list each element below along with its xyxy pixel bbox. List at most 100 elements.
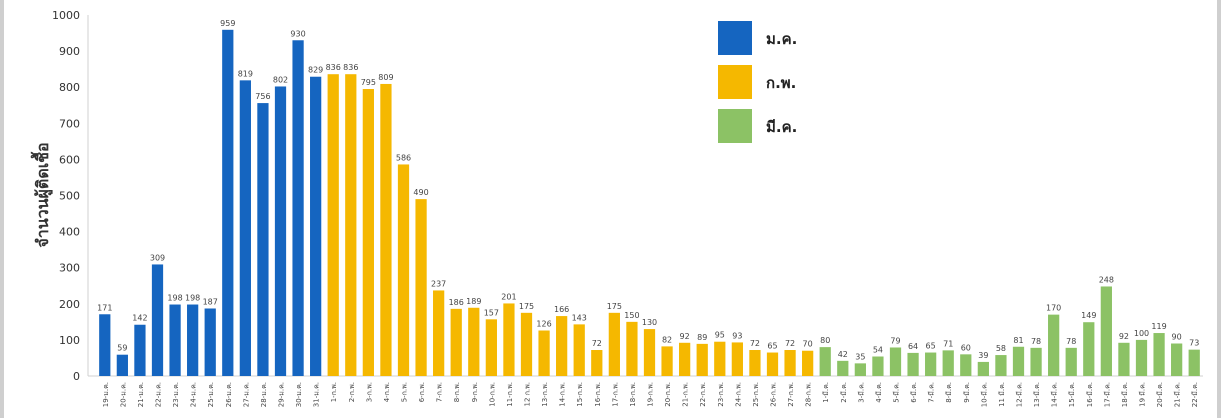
data-label: 119 bbox=[1151, 322, 1166, 331]
x-tick-label: 18-ก.พ. bbox=[629, 382, 637, 407]
bar bbox=[679, 342, 691, 376]
x-tick-label: 19-ก.พ. bbox=[647, 382, 655, 407]
data-label: 189 bbox=[466, 297, 481, 306]
bar bbox=[784, 350, 796, 376]
bar bbox=[995, 355, 1007, 376]
frame-border-right bbox=[1217, 0, 1221, 418]
x-tick-label: 26-ม.ค. bbox=[225, 382, 233, 407]
y-tick-label: 900 bbox=[59, 45, 80, 58]
y-tick-label: 400 bbox=[59, 226, 80, 239]
bar bbox=[415, 199, 427, 376]
bar bbox=[608, 312, 620, 376]
bar bbox=[1048, 314, 1060, 376]
data-label: 170 bbox=[1046, 304, 1061, 313]
bar bbox=[520, 312, 533, 376]
data-label: 78 bbox=[1066, 337, 1076, 346]
bar bbox=[1012, 346, 1025, 376]
data-label: 309 bbox=[150, 253, 165, 262]
bar bbox=[591, 350, 603, 376]
data-label: 142 bbox=[132, 314, 147, 323]
x-tick-label: 6-มี.ค. bbox=[910, 382, 918, 403]
bar bbox=[450, 308, 462, 376]
data-label: 171 bbox=[97, 303, 112, 312]
x-tick-label: 30-ม.ค. bbox=[295, 382, 303, 407]
data-label: 90 bbox=[1172, 333, 1182, 342]
data-label: 150 bbox=[624, 311, 639, 320]
x-tick-label: 28-ก.พ. bbox=[805, 382, 813, 407]
x-tick-label: 6-ก.พ. bbox=[418, 382, 426, 402]
data-label: 95 bbox=[715, 331, 725, 340]
bar bbox=[661, 346, 673, 376]
x-tick-label: 15-มี.ค. bbox=[1068, 382, 1076, 407]
x-tick-label: 16-มี.ค. bbox=[1086, 382, 1094, 407]
data-label: 65 bbox=[926, 342, 936, 351]
data-label: 71 bbox=[943, 339, 953, 348]
data-label: 81 bbox=[1013, 336, 1023, 345]
x-tick-label: 15-ก.พ. bbox=[576, 382, 584, 407]
x-tick-label: 14-ก.พ. bbox=[559, 382, 567, 407]
x-tick-label: 22-มี.ค. bbox=[1191, 382, 1199, 407]
x-tick-label: 25-ก.พ. bbox=[752, 382, 760, 407]
legend-label: ม.ค. bbox=[766, 30, 797, 48]
x-tick-label: 29-ม.ค. bbox=[278, 382, 286, 407]
data-label: 157 bbox=[484, 308, 499, 317]
bar bbox=[696, 343, 708, 376]
bar bbox=[239, 80, 251, 376]
data-label: 490 bbox=[413, 188, 428, 197]
x-tick-label: 27-ม.ค. bbox=[242, 382, 250, 407]
data-label: 72 bbox=[750, 339, 760, 348]
data-label: 149 bbox=[1081, 311, 1096, 320]
x-tick-label: 11 มี.ค. bbox=[998, 382, 1006, 407]
bar bbox=[749, 350, 761, 376]
data-label: 248 bbox=[1099, 275, 1114, 284]
data-label: 829 bbox=[308, 66, 323, 75]
bar bbox=[169, 304, 181, 376]
bar bbox=[222, 29, 234, 377]
x-tick-label: 3-มี.ค. bbox=[857, 382, 865, 403]
data-label: 54 bbox=[873, 346, 883, 355]
data-label: 89 bbox=[697, 333, 707, 342]
x-tick-label: 25-ม.ค. bbox=[207, 382, 215, 407]
bar bbox=[819, 347, 831, 376]
x-tick-label: 23-ก.พ. bbox=[717, 382, 725, 407]
bar bbox=[889, 347, 902, 376]
y-tick-label: 100 bbox=[59, 334, 80, 347]
bar bbox=[1030, 347, 1042, 376]
x-tick-label: 18-มี.ค. bbox=[1121, 382, 1129, 407]
x-tick-label: 13-มี.ค. bbox=[1033, 382, 1041, 407]
x-tick-label: 21-มี.ค. bbox=[1174, 382, 1182, 407]
bar bbox=[380, 83, 392, 377]
data-label: 72 bbox=[592, 339, 602, 348]
bar bbox=[345, 74, 357, 376]
x-tick-label: 26-ก.พ. bbox=[770, 382, 778, 407]
data-label: 198 bbox=[185, 294, 200, 303]
data-label: 237 bbox=[431, 279, 446, 288]
bar bbox=[1171, 343, 1183, 376]
data-label: 92 bbox=[1119, 332, 1129, 341]
bar bbox=[854, 363, 866, 376]
bar bbox=[503, 303, 515, 376]
bar bbox=[837, 360, 849, 376]
x-tick-label: 3-ก.พ. bbox=[365, 382, 373, 402]
x-tick-label: 1-ก.พ. bbox=[330, 382, 338, 402]
data-label: 60 bbox=[961, 343, 971, 352]
bar bbox=[257, 103, 269, 377]
data-label: 42 bbox=[838, 350, 848, 359]
bar bbox=[310, 76, 322, 376]
bar bbox=[960, 354, 972, 376]
x-tick-label: 21-ก.พ. bbox=[682, 382, 690, 407]
data-label: 100 bbox=[1134, 329, 1149, 338]
x-tick-label: 14-มี.ค. bbox=[1051, 382, 1059, 407]
data-label: 78 bbox=[1031, 337, 1041, 346]
y-tick-label: 800 bbox=[59, 81, 80, 94]
x-tick-label: 24-ม.ค. bbox=[190, 382, 198, 407]
legend-label: มี.ค. bbox=[766, 118, 797, 136]
data-label: 79 bbox=[890, 336, 900, 345]
bar bbox=[872, 356, 884, 376]
bar bbox=[1065, 347, 1077, 376]
data-label: 930 bbox=[290, 29, 305, 38]
bar bbox=[187, 304, 199, 376]
bar bbox=[274, 86, 287, 376]
data-label: 39 bbox=[978, 351, 988, 360]
